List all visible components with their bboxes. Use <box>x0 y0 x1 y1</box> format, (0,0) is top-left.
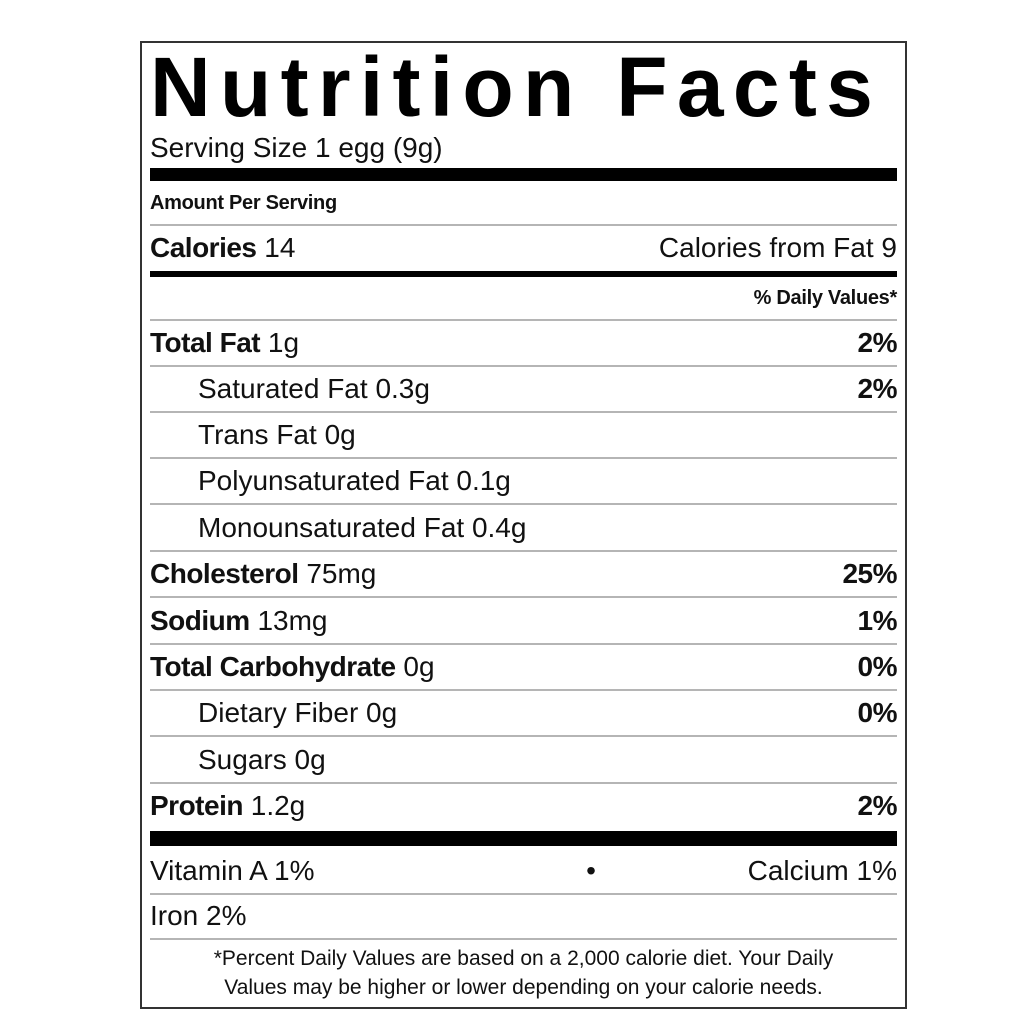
nutrient-row: Cholesterol 75mg 25% <box>150 552 897 595</box>
divider <box>150 735 897 737</box>
nutrient-label: Total Fat <box>150 326 261 358</box>
divider <box>150 224 897 226</box>
divider <box>150 411 897 413</box>
nutrient-row: Saturated Fat 0.3g 2% <box>150 367 898 410</box>
nutrition-facts-label: Nutrition Facts Serving Size 1 egg (9g) … <box>140 41 907 1009</box>
nutrient-row: Sugars 0g <box>150 738 897 781</box>
nutrient-amount: 0.4g <box>471 511 527 543</box>
nutrient-row: Monounsaturated Fat 0.4g <box>150 506 897 549</box>
nutrient-amount: 0.3g <box>375 372 430 404</box>
daily-value-percent: 25% <box>842 557 897 589</box>
nutrient-amount: 1.2g <box>250 789 306 821</box>
iron: Iron 2% <box>150 900 247 931</box>
divider <box>150 550 897 552</box>
daily-value-percent: 0% <box>857 650 898 682</box>
nutrient-label: Polyunsaturated Fat <box>198 464 449 496</box>
calories-label: Calories <box>150 232 257 263</box>
nutrient-label: Sodium <box>150 604 250 636</box>
label-title: Nutrition Facts <box>150 40 883 134</box>
nutrient-row: Total Carbohydrate 0g 0% <box>150 645 898 688</box>
nutrient-amount: 0g <box>403 650 435 682</box>
footnote: *Percent Daily Values are based on a 2,0… <box>213 947 834 999</box>
daily-value-percent: 2% <box>857 326 898 358</box>
thick-divider <box>150 831 897 846</box>
thick-divider <box>150 168 897 181</box>
nutrient-label: Cholesterol <box>150 557 299 589</box>
nutrient-amount: 0g <box>294 743 326 775</box>
daily-value-percent: 2% <box>857 789 898 821</box>
calories-from-fat: Calories from Fat 9 <box>658 232 897 263</box>
serving-size: Serving Size 1 egg (9g) <box>150 132 443 163</box>
daily-value-percent: 0% <box>857 696 898 728</box>
divider <box>150 689 897 691</box>
nutrient-label: Saturated Fat <box>198 372 368 404</box>
calcium: Calcium 1% <box>747 855 897 886</box>
divider <box>150 503 897 505</box>
nutrient-label: Total Carbohydrate <box>150 650 396 682</box>
nutrient-row: Protein 1.2g 2% <box>150 784 898 827</box>
nutrient-label: Trans Fat <box>198 418 317 450</box>
daily-value-percent: 2% <box>857 372 898 404</box>
divider <box>150 893 897 895</box>
nutrient-amount: 13mg <box>257 604 328 636</box>
divider <box>150 938 897 940</box>
vitamin-a: Vitamin A 1% <box>150 855 315 886</box>
nutrient-row: Dietary Fiber 0g 0% <box>150 691 898 734</box>
nutrient-amount: 0g <box>366 696 398 728</box>
daily-value-percent: 1% <box>857 604 898 636</box>
nutrient-row: Total Fat 1g 2% <box>150 321 898 364</box>
nutrient-amount: 0.1g <box>456 464 511 496</box>
divider <box>150 782 897 784</box>
nutrient-label: Dietary Fiber <box>198 696 359 728</box>
calories-row: Calories 14 Calories from Fat 9 <box>150 226 897 270</box>
bullet-separator: • <box>586 855 596 886</box>
vitamins-row: Vitamin A 1% • Calcium 1% <box>150 849 897 893</box>
nutrient-row: Polyunsaturated Fat 0.1g <box>150 459 897 502</box>
divider <box>150 596 897 598</box>
calories-value: 14 <box>264 232 296 263</box>
daily-values-header: % Daily Values* <box>753 286 898 309</box>
divider <box>150 319 897 321</box>
nutrient-amount: 0g <box>324 418 356 450</box>
nutrient-row: Trans Fat 0g <box>150 413 897 456</box>
nutrient-amount: 1g <box>267 326 300 358</box>
divider <box>150 365 897 367</box>
nutrient-amount: 75mg <box>306 557 377 589</box>
amount-per-serving: Amount Per Serving <box>150 191 337 214</box>
iron-row: Iron 2% <box>150 895 897 937</box>
divider <box>150 643 897 645</box>
medium-divider <box>150 271 897 277</box>
nutrient-label: Protein <box>150 789 243 821</box>
divider <box>150 457 897 459</box>
nutrient-row: Sodium 13mg 1% <box>150 599 898 642</box>
nutrient-label: Monounsaturated Fat <box>198 511 465 543</box>
nutrient-label: Sugars <box>198 743 287 775</box>
